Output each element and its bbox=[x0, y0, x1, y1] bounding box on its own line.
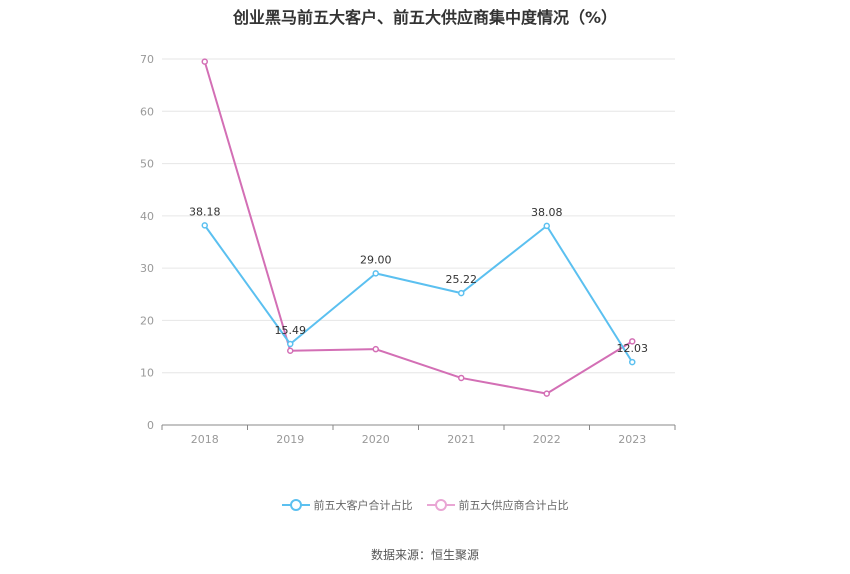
data-labels: 38.18 15.49 29.00 25.22 38.08 12.03 bbox=[189, 205, 648, 355]
data-label: 25.22 bbox=[446, 273, 478, 286]
legend: 前五大客户合计占比 前五大供应商合计占比 bbox=[0, 497, 850, 513]
data-label: 29.00 bbox=[360, 253, 392, 266]
y-tick-label: 40 bbox=[140, 210, 154, 223]
series-point-0 bbox=[201, 222, 208, 229]
series-point-1 bbox=[629, 338, 636, 345]
data-label: 38.18 bbox=[189, 205, 221, 218]
legend-marker-suppliers bbox=[426, 499, 455, 511]
series-line-1 bbox=[203, 61, 633, 395]
grid-lines bbox=[162, 58, 675, 374]
y-tick-label: 10 bbox=[140, 367, 154, 380]
series-point-1 bbox=[287, 347, 294, 355]
axes: 0 10 20 30 40 50 60 70 2018 2019 2020 2021 2022 2023 bbox=[140, 53, 676, 446]
y-tick-label: 30 bbox=[140, 262, 154, 275]
series-point-0 bbox=[543, 222, 550, 230]
x-tick-label: 2020 bbox=[362, 433, 390, 446]
data-label: 15.49 bbox=[275, 324, 307, 337]
x-tick-label: 2018 bbox=[191, 433, 219, 446]
y-tick-label: 0 bbox=[147, 419, 154, 432]
series-group bbox=[201, 58, 636, 397]
x-tick-label: 2023 bbox=[618, 433, 646, 446]
y-tick-label: 20 bbox=[140, 314, 154, 327]
legend-label-customers: 前五大客户合计占比 bbox=[313, 499, 413, 512]
y-tick-label: 50 bbox=[140, 158, 154, 171]
chart-title: 创业黑马前五大客户、前五大供应商集中度情况（%） bbox=[232, 8, 618, 27]
series-point-0 bbox=[372, 270, 379, 277]
data-source: 数据来源：恒生聚源 bbox=[370, 548, 479, 562]
x-tick-label: 2022 bbox=[533, 433, 561, 446]
series-point-0 bbox=[629, 358, 636, 366]
series-point-1 bbox=[458, 374, 465, 382]
series-point-0 bbox=[458, 289, 465, 297]
series-point-1 bbox=[372, 345, 379, 353]
y-tick-label: 60 bbox=[140, 105, 154, 118]
y-tick-label: 70 bbox=[140, 53, 154, 66]
series-point-1 bbox=[543, 390, 550, 397]
series-point-1 bbox=[201, 58, 208, 65]
series-line-0 bbox=[203, 224, 634, 363]
legend-marker-customers bbox=[281, 499, 310, 511]
legend-item-customers[interactable]: 前五大客户合计占比 bbox=[281, 497, 413, 513]
series-point-0 bbox=[287, 340, 294, 348]
legend-item-suppliers[interactable]: 前五大供应商合计占比 bbox=[426, 497, 569, 513]
x-tick-label: 2021 bbox=[447, 433, 475, 446]
x-tick-label: 2019 bbox=[276, 433, 304, 446]
legend-label-suppliers: 前五大供应商合计占比 bbox=[458, 499, 569, 512]
data-label: 38.08 bbox=[531, 206, 563, 219]
data-label: 12.03 bbox=[617, 342, 649, 355]
